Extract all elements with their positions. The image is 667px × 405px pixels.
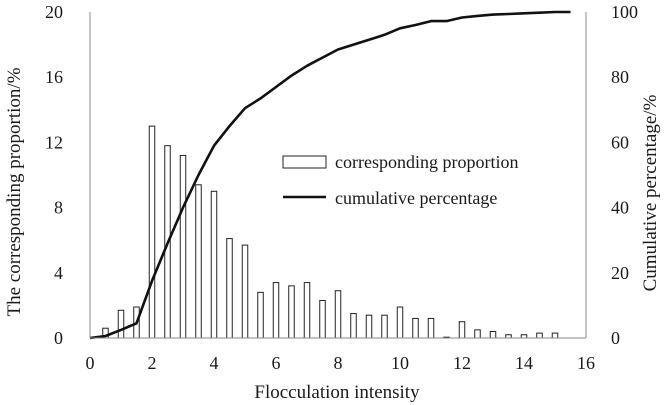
- cumulative-percentage-line: [89, 10, 571, 340]
- proportion-bar: [179, 154, 187, 339]
- tick-labels: 0 2 4 6 8 10 12 14 16 0 4 8 12 16 20 0 20 40 60 80 100: [45, 2, 638, 373]
- proportion-bar: [257, 291, 264, 339]
- proportion-bar: [195, 184, 202, 339]
- proportion-bar: [427, 317, 435, 339]
- proportion-bar: [334, 290, 342, 339]
- proportion-bar: [319, 300, 326, 339]
- proportion-bar: [458, 321, 466, 339]
- proportion-bar: [536, 332, 543, 339]
- proportion-bar: [350, 313, 357, 339]
- x-tick-label: 10: [391, 353, 409, 373]
- proportion-bar: [551, 332, 559, 339]
- left-y-tick-label: 20: [45, 2, 63, 22]
- x-tick-label: 0: [86, 353, 95, 373]
- legend-label-proportion: corresponding proportion: [335, 152, 518, 172]
- left-y-tick-label: 8: [54, 198, 63, 218]
- axes: [89, 12, 587, 339]
- legend-bar-swatch: [282, 155, 327, 169]
- right-y-tick-label: 20: [611, 263, 629, 283]
- x-tick-label: 4: [210, 353, 219, 373]
- proportion-bar: [272, 282, 280, 339]
- left-y-tick-label: 0: [54, 328, 63, 348]
- proportion-bar: [474, 329, 481, 339]
- x-tick-label: 14: [515, 353, 533, 373]
- proportion-bar: [210, 190, 218, 339]
- proportion-bar: [396, 306, 404, 339]
- proportion-bar: [117, 309, 125, 339]
- x-tick-label: 16: [577, 353, 595, 373]
- left-y-tick-label: 12: [45, 132, 63, 152]
- legend: corresponding proportion cumulative perc…: [282, 152, 518, 208]
- x-axis-title: Flocculation intensity: [254, 382, 420, 403]
- right-y-tick-label: 40: [611, 198, 629, 218]
- proportion-bars: [102, 125, 559, 339]
- x-tick-label: 8: [334, 353, 343, 373]
- legend-label-cumulative: cumulative percentage: [335, 188, 497, 208]
- proportion-bar: [365, 314, 373, 339]
- proportion-bar: [303, 282, 311, 339]
- left-y-tick-label: 16: [45, 67, 63, 87]
- left-y-axis-title: The corresponding proportion/%: [4, 67, 25, 316]
- proportion-bar: [241, 244, 249, 339]
- right-y-tick-label: 80: [611, 67, 629, 87]
- proportion-bar: [226, 238, 233, 339]
- proportion-bar: [381, 314, 388, 339]
- proportion-bar: [412, 317, 419, 339]
- proportion-bar: [288, 285, 295, 339]
- right-y-tick-label: 60: [611, 132, 629, 152]
- x-tick-label: 2: [148, 353, 157, 373]
- x-tick-label: 12: [453, 353, 471, 373]
- x-tick-label: 6: [272, 353, 281, 373]
- left-y-tick-label: 4: [54, 263, 63, 283]
- right-y-tick-label: 0: [611, 328, 620, 348]
- proportion-bar: [489, 330, 497, 339]
- right-y-tick-label: 100: [611, 2, 638, 22]
- right-y-axis-title: Cumulative percentage/%: [640, 94, 661, 291]
- proportion-bar: [148, 125, 156, 339]
